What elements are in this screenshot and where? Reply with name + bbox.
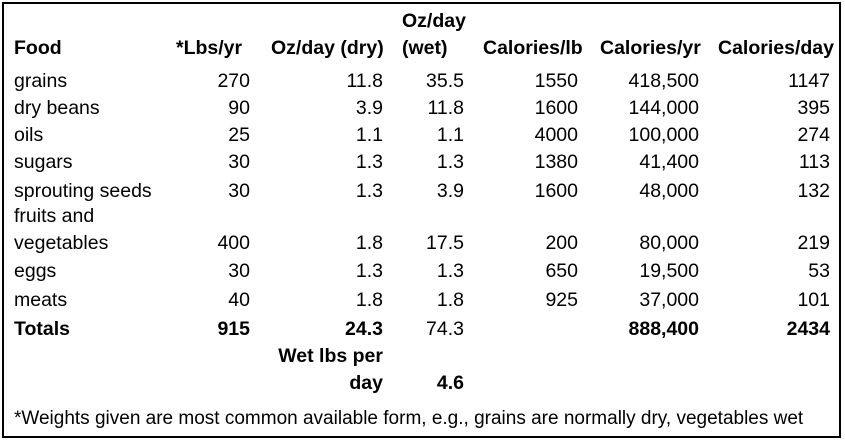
row-oils-cal-day: 274 [797, 124, 830, 146]
row-fruits-vegetables-oz-wet: 17.5 [426, 232, 464, 254]
row-grains-oz-dry: 11.8 [346, 70, 383, 92]
row-oils-cal-yr: 100,000 [628, 124, 700, 146]
row-fruits-vegetables-cal-lb: 200 [545, 232, 578, 254]
wet-lbs-value: 4.6 [436, 372, 464, 394]
row-oils-oz-wet: 1.1 [436, 124, 464, 146]
table-frame [2, 2, 841, 438]
row-eggs-lbs-yr: 30 [228, 260, 250, 282]
row-meats-oz-wet: 1.8 [436, 289, 464, 311]
row-sprouting-seeds-food: sprouting seeds [14, 180, 152, 202]
header-oz-day-wet-line2: (wet) [402, 37, 448, 59]
row-grains-oz-wet: 35.5 [426, 70, 464, 92]
row-meats-cal-day: 101 [797, 289, 830, 311]
row-sugars-cal-lb: 1380 [534, 151, 578, 173]
wet-lbs-label-line1: Wet lbs per [278, 345, 383, 367]
row-grains-cal-lb: 1550 [534, 70, 578, 92]
header-calories-yr: Calories/yr [600, 37, 701, 59]
row-sugars-lbs-yr: 30 [228, 151, 250, 173]
row-fruits-vegetables-oz-dry: 1.8 [355, 232, 383, 254]
row-fruits-vegetables-cal-yr: 80,000 [639, 232, 699, 254]
row-sprouting-seeds-cal-yr: 48,000 [639, 180, 699, 202]
row-sprouting-seeds-oz-wet: 3.9 [436, 180, 464, 202]
row-grains-lbs-yr: 270 [217, 70, 250, 92]
row-grains-cal-yr: 418,500 [628, 70, 700, 92]
row-sprouting-seeds-cal-day: 132 [797, 180, 830, 202]
totals-label: Totals [14, 318, 70, 340]
totals-oz-dry: 24.3 [345, 318, 383, 340]
row-meats-lbs-yr: 40 [228, 289, 250, 311]
row-fruits-vegetables-food-line2: vegetables [14, 232, 109, 254]
header-lbs-yr: *Lbs/yr [176, 37, 243, 59]
row-sprouting-seeds-lbs-yr: 30 [228, 180, 250, 202]
row-dry-beans-food: dry beans [14, 97, 100, 119]
footnote: *Weights given are most common available… [14, 408, 804, 429]
row-sprouting-seeds-cal-lb: 1600 [534, 180, 578, 202]
row-dry-beans-lbs-yr: 90 [228, 97, 250, 119]
row-sugars-oz-wet: 1.3 [436, 151, 464, 173]
row-meats-cal-lb: 925 [545, 289, 578, 311]
row-fruits-vegetables-food-line1: fruits and [14, 205, 95, 227]
totals-oz-wet: 74.3 [426, 318, 464, 340]
totals-lbs-yr: 915 [217, 318, 250, 340]
totals-cal-yr: 888,400 [628, 318, 700, 340]
row-sugars-cal-yr: 41,400 [639, 151, 699, 173]
row-dry-beans-cal-yr: 144,000 [628, 97, 700, 119]
row-eggs-cal-day: 53 [808, 260, 830, 282]
row-eggs-food: eggs [14, 260, 57, 282]
row-eggs-cal-yr: 19,500 [639, 260, 699, 282]
row-dry-beans-oz-dry: 3.9 [355, 97, 383, 119]
row-meats-cal-yr: 37,000 [639, 289, 699, 311]
totals-cal-day: 2434 [786, 318, 830, 340]
wet-lbs-label-line2: day [349, 372, 383, 394]
row-dry-beans-cal-lb: 1600 [534, 97, 578, 119]
row-fruits-vegetables-cal-day: 219 [797, 232, 830, 254]
row-sugars-oz-dry: 1.3 [355, 151, 383, 173]
header-calories-lb: Calories/lb [483, 37, 583, 59]
row-grains-cal-day: 1147 [788, 70, 830, 92]
row-oils-lbs-yr: 25 [228, 124, 250, 146]
row-meats-food: meats [14, 289, 68, 311]
row-meats-oz-dry: 1.8 [355, 289, 383, 311]
row-oils-cal-lb: 4000 [534, 124, 578, 146]
row-dry-beans-oz-wet: 11.8 [427, 97, 464, 119]
row-sugars-food: sugars [14, 151, 73, 173]
row-oils-food: oils [14, 124, 44, 146]
row-grains-food: grains [14, 70, 68, 92]
row-sugars-cal-day: 113 [798, 151, 830, 173]
row-eggs-oz-dry: 1.3 [355, 260, 383, 282]
row-eggs-cal-lb: 650 [545, 260, 578, 282]
row-eggs-oz-wet: 1.3 [436, 260, 464, 282]
header-oz-day-dry: Oz/day (dry) [271, 37, 384, 59]
row-oils-oz-dry: 1.1 [355, 124, 383, 146]
header-oz-day-wet-line1: Oz/day [402, 10, 466, 32]
row-sprouting-seeds-oz-dry: 1.3 [355, 180, 383, 202]
header-calories-day: Calories/day [718, 37, 834, 59]
header-food: Food [14, 37, 62, 59]
row-dry-beans-cal-day: 395 [797, 97, 830, 119]
row-fruits-vegetables-lbs-yr: 400 [217, 232, 250, 254]
